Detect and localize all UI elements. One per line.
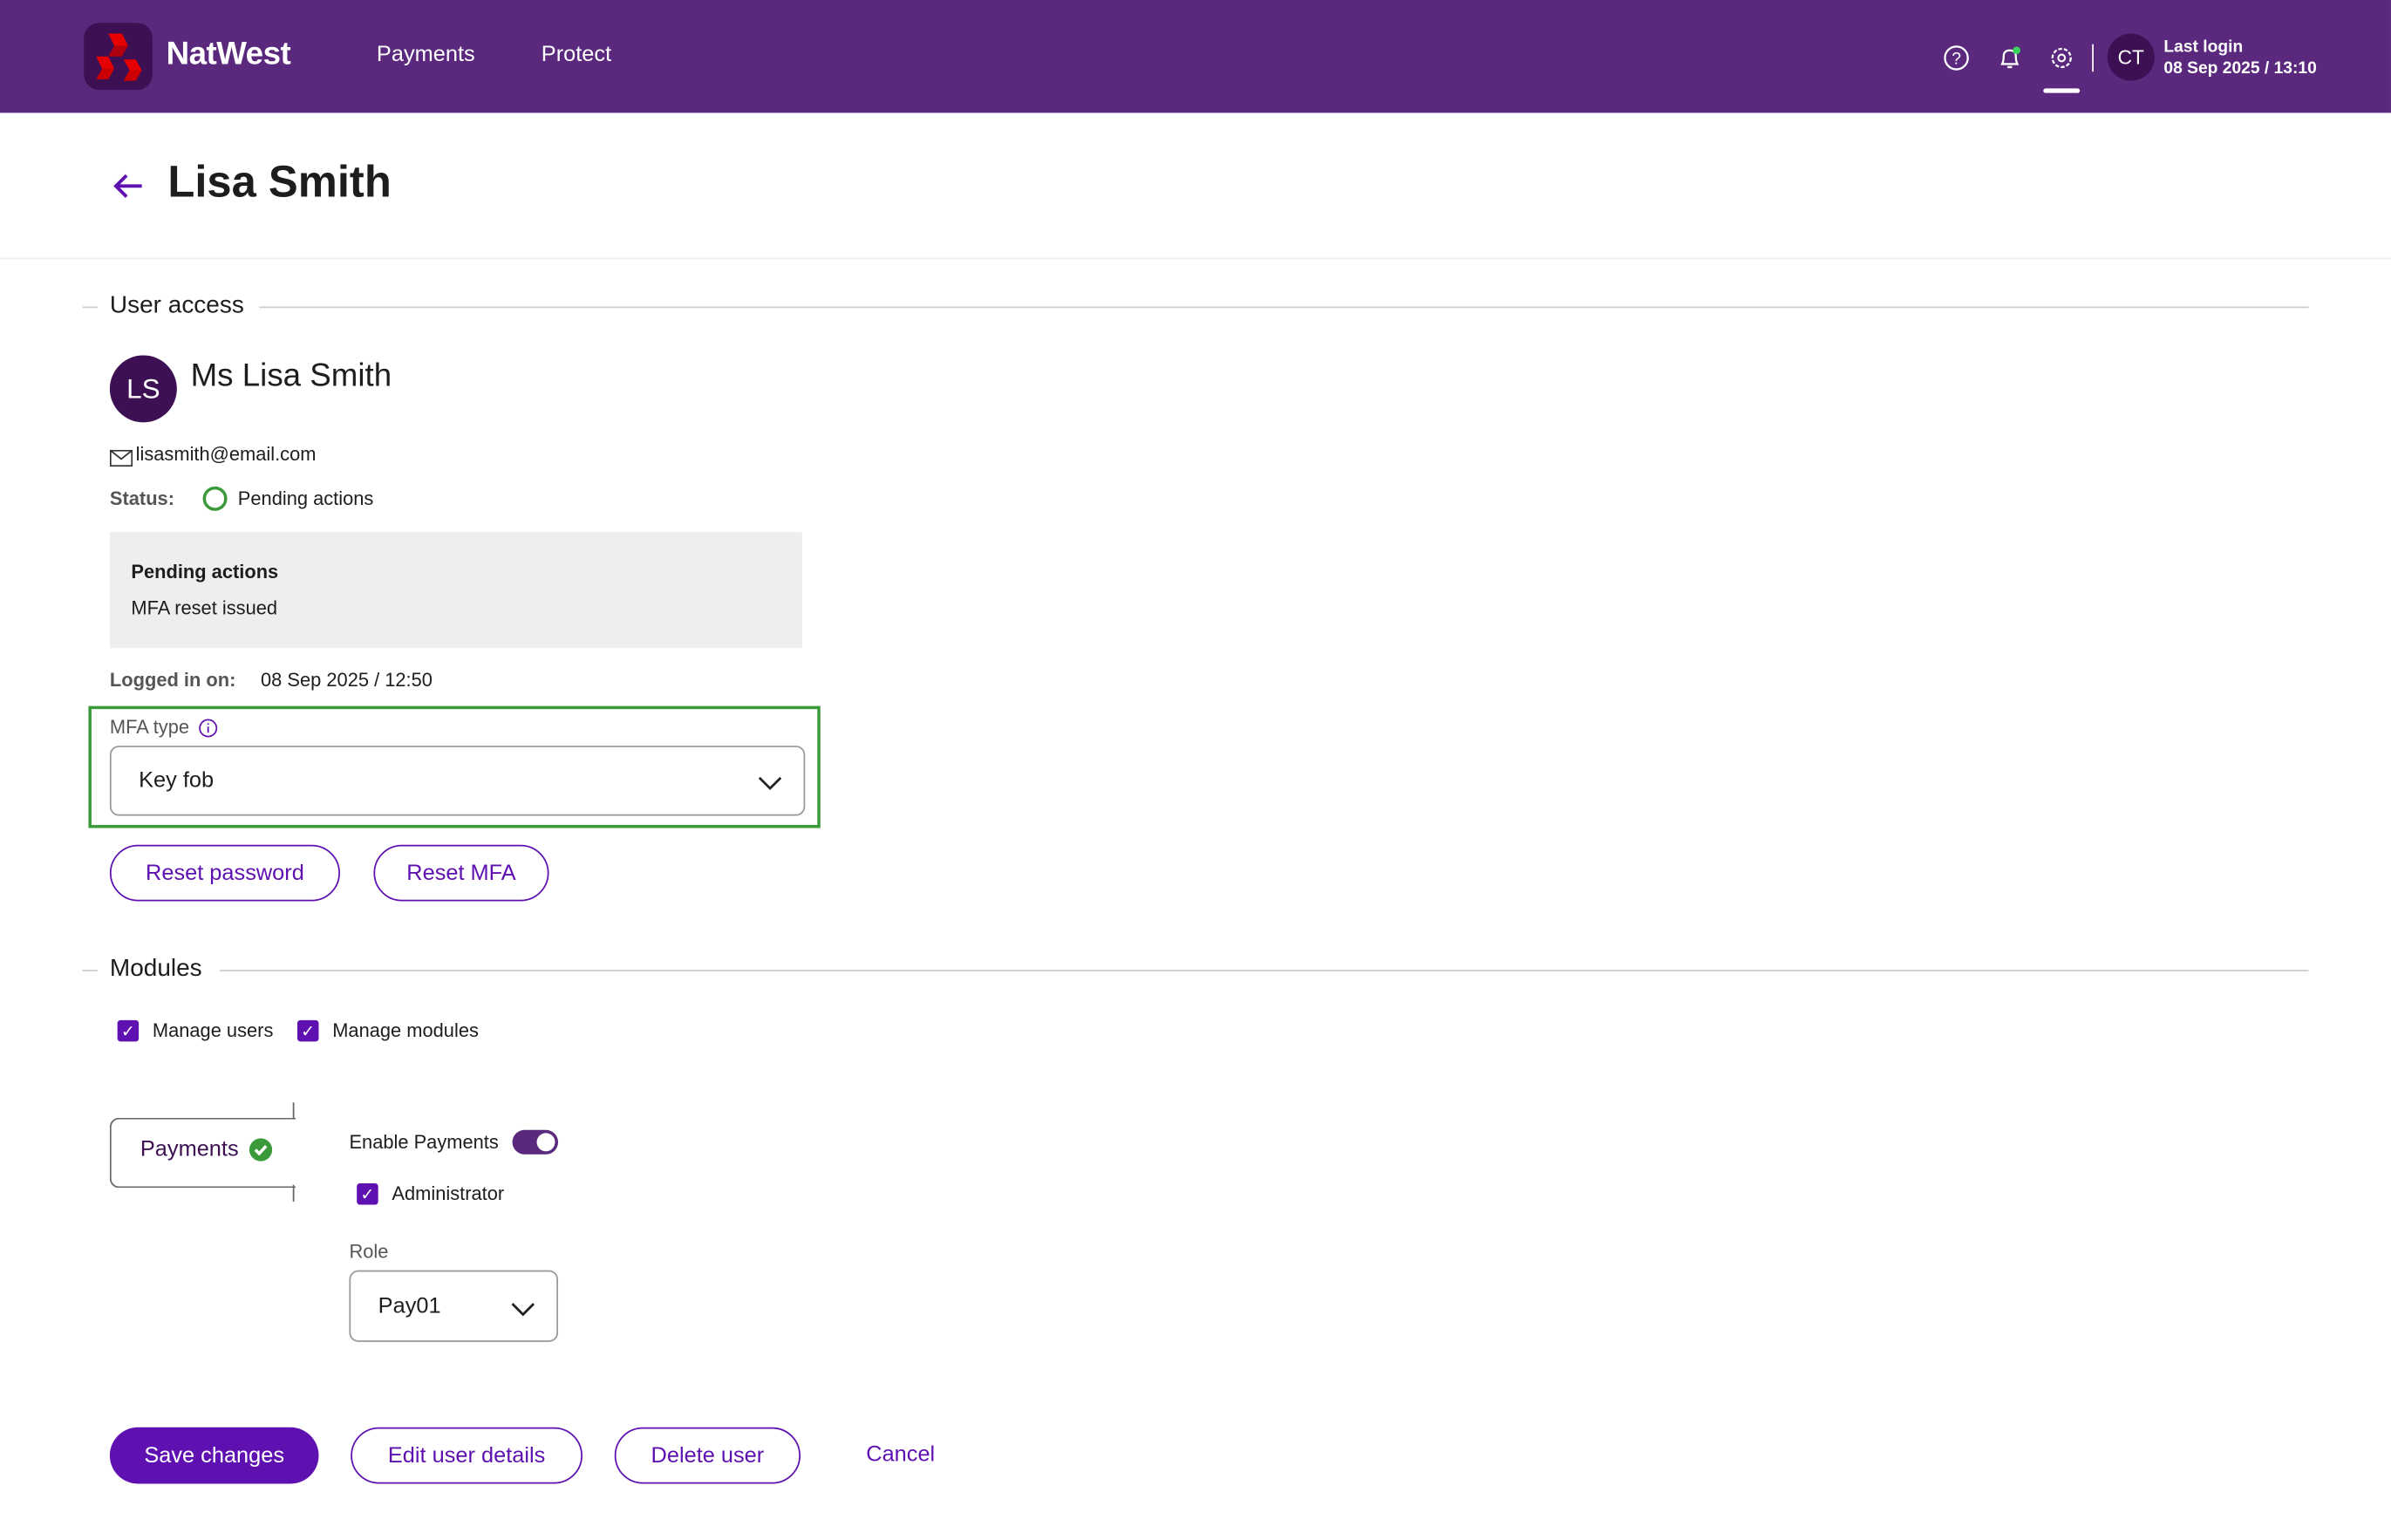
edit-user-details-button[interactable]: Edit user details bbox=[351, 1427, 583, 1484]
reset-mfa-button[interactable]: Reset MFA bbox=[373, 844, 549, 902]
page-title: Lisa Smith bbox=[167, 158, 392, 208]
nav-payments[interactable]: Payments bbox=[376, 42, 475, 67]
manage-modules-label: Manage modules bbox=[332, 1019, 479, 1042]
enable-payments-label: Enable Payments bbox=[349, 1131, 499, 1154]
brand-name: NatWest bbox=[166, 36, 291, 72]
arrow-left-icon[interactable] bbox=[110, 169, 146, 210]
help-icon[interactable]: ? bbox=[1943, 44, 1970, 72]
mfa-type-value: Key fob bbox=[139, 768, 215, 794]
chevron-down-icon bbox=[511, 1298, 535, 1325]
divider bbox=[82, 306, 98, 309]
role-value: Pay01 bbox=[378, 1294, 441, 1319]
user-avatar[interactable]: CT bbox=[2107, 33, 2155, 81]
mfa-highlight bbox=[88, 705, 821, 828]
pending-item: MFA reset issued bbox=[131, 597, 278, 619]
svg-text:?: ? bbox=[1952, 50, 1961, 68]
chevron-down-icon bbox=[758, 772, 782, 799]
mail-icon bbox=[109, 446, 133, 474]
delete-user-button[interactable]: Delete user bbox=[614, 1427, 801, 1484]
check-circle-icon bbox=[249, 1138, 273, 1170]
pending-title: Pending actions bbox=[131, 561, 279, 583]
enable-payments-toggle[interactable] bbox=[512, 1129, 559, 1155]
logged-in-label: Logged in on: bbox=[109, 669, 236, 692]
manage-users-checkbox[interactable]: ✓ bbox=[117, 1019, 140, 1042]
nav-protect[interactable]: Protect bbox=[541, 42, 612, 67]
status-circle-icon bbox=[202, 486, 228, 511]
active-indicator bbox=[2043, 88, 2081, 93]
divider bbox=[259, 306, 2309, 309]
role-label: Role bbox=[349, 1241, 389, 1263]
bell-icon[interactable] bbox=[1996, 44, 2023, 72]
gear-icon[interactable] bbox=[2048, 44, 2075, 72]
user-email: lisasmith@email.com bbox=[135, 443, 317, 466]
tab-payments-label: Payments bbox=[140, 1137, 239, 1162]
info-icon[interactable] bbox=[198, 719, 218, 746]
status-badge: Pending actions bbox=[237, 487, 374, 510]
mfa-type-select[interactable]: Key fob bbox=[109, 746, 806, 816]
cancel-link[interactable]: Cancel bbox=[866, 1442, 936, 1468]
last-login-value: 08 Sep 2025 / 13:10 bbox=[2163, 59, 2317, 78]
divider bbox=[0, 257, 2391, 260]
reset-password-button[interactable]: Reset password bbox=[109, 844, 340, 902]
user-full-name: Ms Lisa Smith bbox=[190, 358, 392, 394]
section-title-modules: Modules bbox=[109, 956, 202, 983]
top-nav-bar bbox=[0, 0, 2391, 113]
role-select[interactable]: Pay01 bbox=[349, 1270, 559, 1342]
administrator-checkbox[interactable]: ✓ bbox=[357, 1182, 378, 1205]
administrator-label: Administrator bbox=[392, 1182, 505, 1205]
last-login-label: Last login bbox=[2163, 37, 2244, 57]
logged-in-value: 08 Sep 2025 / 12:50 bbox=[261, 669, 433, 692]
divider bbox=[292, 1102, 295, 1120]
divider bbox=[219, 970, 2309, 971]
manage-modules-checkbox[interactable]: ✓ bbox=[296, 1019, 319, 1042]
tab-payments[interactable] bbox=[109, 1117, 296, 1189]
avatar: LS bbox=[109, 355, 177, 423]
status-label: Status: bbox=[109, 487, 175, 510]
manage-users-label: Manage users bbox=[152, 1019, 274, 1042]
mfa-label: MFA type bbox=[109, 716, 190, 739]
divider bbox=[82, 970, 98, 971]
pending-actions-panel bbox=[109, 532, 802, 649]
divider bbox=[292, 1184, 295, 1202]
section-title-user-access: User access bbox=[109, 292, 244, 319]
divider bbox=[2092, 44, 2094, 72]
natwest-logo[interactable] bbox=[84, 23, 153, 91]
save-changes-button[interactable]: Save changes bbox=[109, 1427, 319, 1484]
